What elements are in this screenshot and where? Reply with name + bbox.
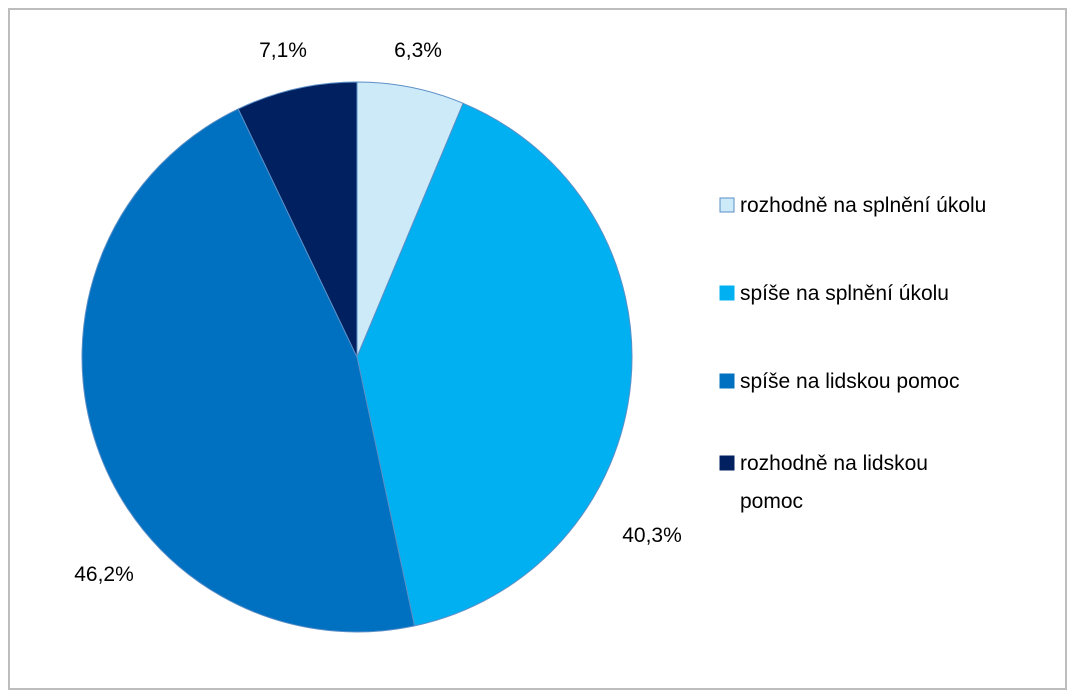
- data-label-4: 7,1%: [259, 39, 307, 62]
- legend-swatch-2: [719, 285, 735, 301]
- pie-slice-2: [356, 102, 633, 627]
- legend-label-4-line-2: pomoc: [740, 490, 803, 513]
- pie-slice-3: [81, 108, 416, 633]
- data-label-1: 6,3%: [394, 39, 442, 62]
- legend-label-2: spíše na splnění úkolu: [740, 282, 949, 305]
- legend-swatch-4: [719, 455, 735, 471]
- legend-swatch-1: [719, 197, 735, 213]
- pie-slice-4: [237, 81, 358, 358]
- legend-label-1: rozhodně na splnění úkolu: [740, 194, 986, 217]
- legend-label-4-line-1: rozhodně na lidskou: [740, 452, 928, 475]
- legend-label-3: spíše na lidskou pomoc: [740, 370, 959, 393]
- data-label-2: 40,3%: [622, 524, 682, 547]
- legend-swatch-3: [719, 373, 735, 389]
- data-label-3: 46,2%: [74, 563, 134, 586]
